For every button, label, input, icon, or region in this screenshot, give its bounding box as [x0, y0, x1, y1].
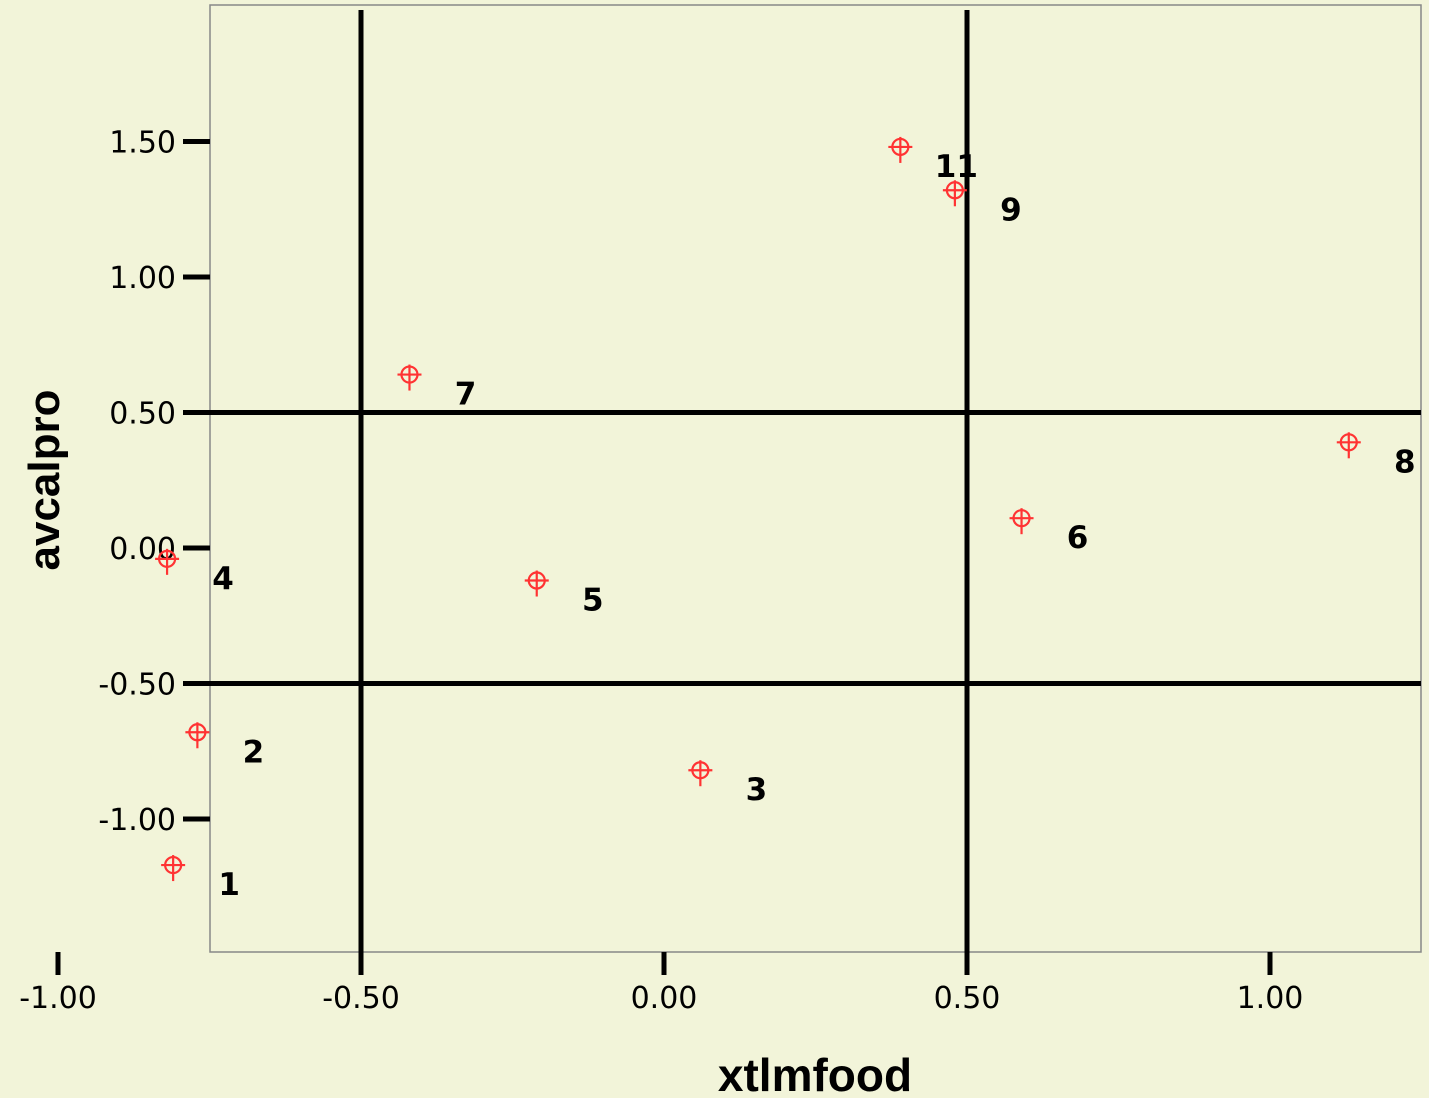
- data-point-5: [524, 570, 549, 597]
- y-tick-label: -0.50: [98, 668, 176, 703]
- y-tick-label: 0.50: [109, 397, 176, 432]
- x-tick-label: 1.00: [1237, 981, 1304, 1016]
- data-point-6: [1009, 508, 1034, 535]
- x-tick-label: 0.50: [934, 981, 1001, 1016]
- point-label: 3: [746, 772, 768, 808]
- data-point-1: [161, 855, 186, 882]
- point-label: 1: [218, 867, 240, 903]
- point-label: 7: [455, 377, 477, 413]
- y-tick-label: 0.00: [109, 532, 176, 567]
- point-label: 2: [243, 734, 265, 770]
- reference-lines: [210, 10, 1421, 952]
- point-label: 6: [1067, 520, 1089, 556]
- y-tick-label: 1.00: [109, 261, 176, 296]
- data-point-2: [185, 722, 210, 749]
- point-label: 5: [582, 583, 604, 619]
- data-point-4: [155, 548, 180, 575]
- data-point-3: [688, 760, 713, 787]
- y-tick-label: -1.00: [98, 803, 176, 838]
- y-tick-label: 1.50: [109, 126, 176, 161]
- plot-area: [209, 4, 1422, 953]
- point-label: 11: [935, 149, 978, 185]
- data-point-7: [397, 364, 422, 391]
- data-point-8: [1336, 432, 1361, 459]
- data-points: 123456789101112: [155, 136, 1416, 903]
- point-label: 4: [212, 561, 234, 597]
- x-axis: -1.00-0.500.000.501.001.502.00: [19, 952, 1304, 1016]
- data-point-9: [942, 180, 967, 207]
- x-tick-label: -0.50: [322, 981, 400, 1016]
- data-point-11: [888, 136, 913, 163]
- y-axis-title: avcalpro: [20, 390, 69, 571]
- point-label: 9: [1000, 192, 1022, 228]
- x-tick-label: 0.00: [631, 981, 698, 1016]
- x-axis-title: xtlmfood: [718, 1049, 912, 1098]
- point-label: 8: [1394, 444, 1416, 480]
- y-axis: -1.00 -0.50 0.00 0.50 1.00 1.50: [98, 126, 210, 838]
- x-tick-label: -1.00: [19, 981, 97, 1016]
